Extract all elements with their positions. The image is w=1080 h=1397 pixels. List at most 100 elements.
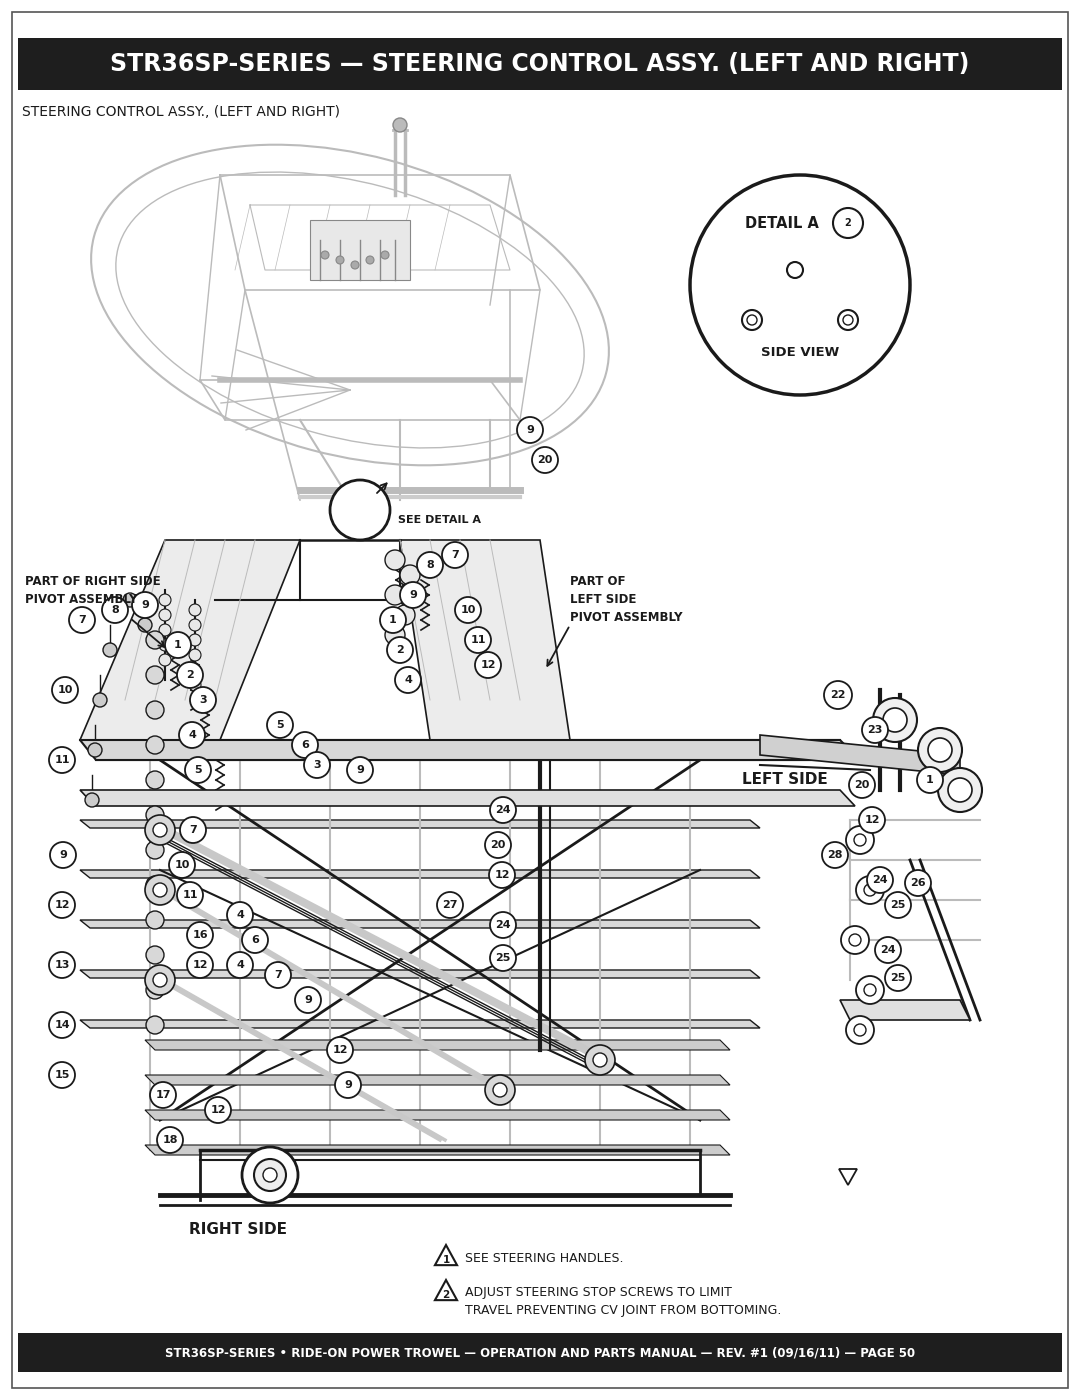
Polygon shape [145, 1039, 730, 1051]
Text: 16: 16 [192, 930, 207, 940]
Circle shape [187, 951, 213, 978]
Circle shape [885, 965, 912, 990]
Text: 17: 17 [156, 1090, 171, 1099]
Text: 2: 2 [396, 645, 404, 655]
Circle shape [822, 842, 848, 868]
Circle shape [146, 806, 164, 824]
Text: 9: 9 [305, 995, 312, 1004]
Circle shape [138, 617, 152, 631]
Circle shape [185, 757, 211, 782]
Circle shape [384, 624, 405, 645]
Text: 12: 12 [864, 814, 880, 826]
Circle shape [384, 550, 405, 570]
Circle shape [327, 1037, 353, 1063]
Circle shape [159, 638, 171, 651]
Circle shape [87, 743, 102, 757]
Circle shape [146, 701, 164, 719]
Circle shape [177, 882, 203, 908]
Circle shape [856, 876, 885, 904]
Bar [18, 1333, 1062, 1372]
Circle shape [150, 1083, 176, 1108]
Text: 12: 12 [192, 960, 207, 970]
Circle shape [295, 988, 321, 1013]
Polygon shape [760, 735, 960, 775]
Circle shape [490, 912, 516, 937]
Text: 25: 25 [890, 900, 906, 909]
Circle shape [490, 798, 516, 823]
Polygon shape [80, 870, 760, 877]
Polygon shape [840, 1000, 970, 1020]
Circle shape [366, 256, 374, 264]
Circle shape [387, 637, 413, 664]
Circle shape [180, 817, 206, 842]
Circle shape [846, 1016, 874, 1044]
Polygon shape [80, 1020, 760, 1028]
Text: 24: 24 [880, 944, 895, 956]
Circle shape [179, 722, 205, 747]
Text: 10: 10 [57, 685, 72, 694]
Text: 1: 1 [389, 615, 396, 624]
Circle shape [153, 972, 167, 988]
Circle shape [157, 1127, 183, 1153]
Circle shape [93, 693, 107, 707]
Circle shape [347, 757, 373, 782]
Circle shape [593, 1053, 607, 1067]
Circle shape [742, 310, 762, 330]
Circle shape [917, 767, 943, 793]
Text: PART OF
LEFT SIDE
PIVOT ASSEMBLY: PART OF LEFT SIDE PIVOT ASSEMBLY [570, 576, 683, 624]
Polygon shape [80, 820, 760, 828]
Text: SEE DETAIL A: SEE DETAIL A [399, 515, 481, 525]
Circle shape [400, 564, 420, 585]
Circle shape [146, 736, 164, 754]
Circle shape [485, 833, 511, 858]
Circle shape [787, 263, 804, 278]
Text: 27: 27 [442, 900, 458, 909]
Text: SEE STEERING HANDLES.: SEE STEERING HANDLES. [465, 1252, 623, 1264]
Circle shape [841, 926, 869, 954]
Text: 3: 3 [313, 760, 321, 770]
Text: 9: 9 [409, 590, 417, 599]
Polygon shape [80, 541, 300, 740]
Text: LEFT SIDE: LEFT SIDE [742, 773, 827, 788]
Text: 18: 18 [162, 1134, 178, 1146]
Circle shape [864, 884, 876, 895]
Text: 9: 9 [59, 849, 67, 861]
Circle shape [862, 717, 888, 743]
Text: 7: 7 [189, 826, 197, 835]
Text: 23: 23 [867, 725, 882, 735]
Circle shape [690, 175, 910, 395]
Circle shape [381, 251, 389, 258]
Circle shape [849, 773, 875, 798]
Text: 24: 24 [496, 805, 511, 814]
Text: 20: 20 [854, 780, 869, 789]
Text: 2: 2 [845, 218, 851, 228]
Circle shape [146, 666, 164, 685]
Circle shape [532, 447, 558, 474]
Circle shape [146, 771, 164, 789]
Circle shape [49, 1062, 75, 1088]
Circle shape [146, 946, 164, 964]
Circle shape [885, 893, 912, 918]
Text: STEERING CONTROL ASSY., (LEFT AND RIGHT): STEERING CONTROL ASSY., (LEFT AND RIGHT) [22, 105, 340, 119]
Circle shape [189, 650, 201, 661]
Circle shape [146, 981, 164, 999]
Circle shape [189, 679, 201, 692]
Text: ADJUST STEERING STOP SCREWS TO LIMIT
TRAVEL PREVENTING CV JOINT FROM BOTTOMING.: ADJUST STEERING STOP SCREWS TO LIMIT TRA… [465, 1287, 781, 1317]
Text: 20: 20 [538, 455, 553, 465]
Text: 11: 11 [54, 754, 70, 766]
Polygon shape [400, 541, 570, 740]
Circle shape [165, 631, 191, 658]
Circle shape [864, 983, 876, 996]
Circle shape [395, 605, 415, 624]
Text: 12: 12 [54, 900, 70, 909]
Circle shape [417, 552, 443, 578]
Text: 2: 2 [443, 1289, 449, 1301]
Circle shape [227, 902, 253, 928]
Circle shape [267, 712, 293, 738]
Text: 14: 14 [54, 1020, 70, 1030]
Circle shape [265, 963, 291, 988]
Text: 25: 25 [496, 953, 511, 963]
Circle shape [489, 862, 515, 888]
Circle shape [145, 875, 175, 905]
Circle shape [883, 708, 907, 732]
